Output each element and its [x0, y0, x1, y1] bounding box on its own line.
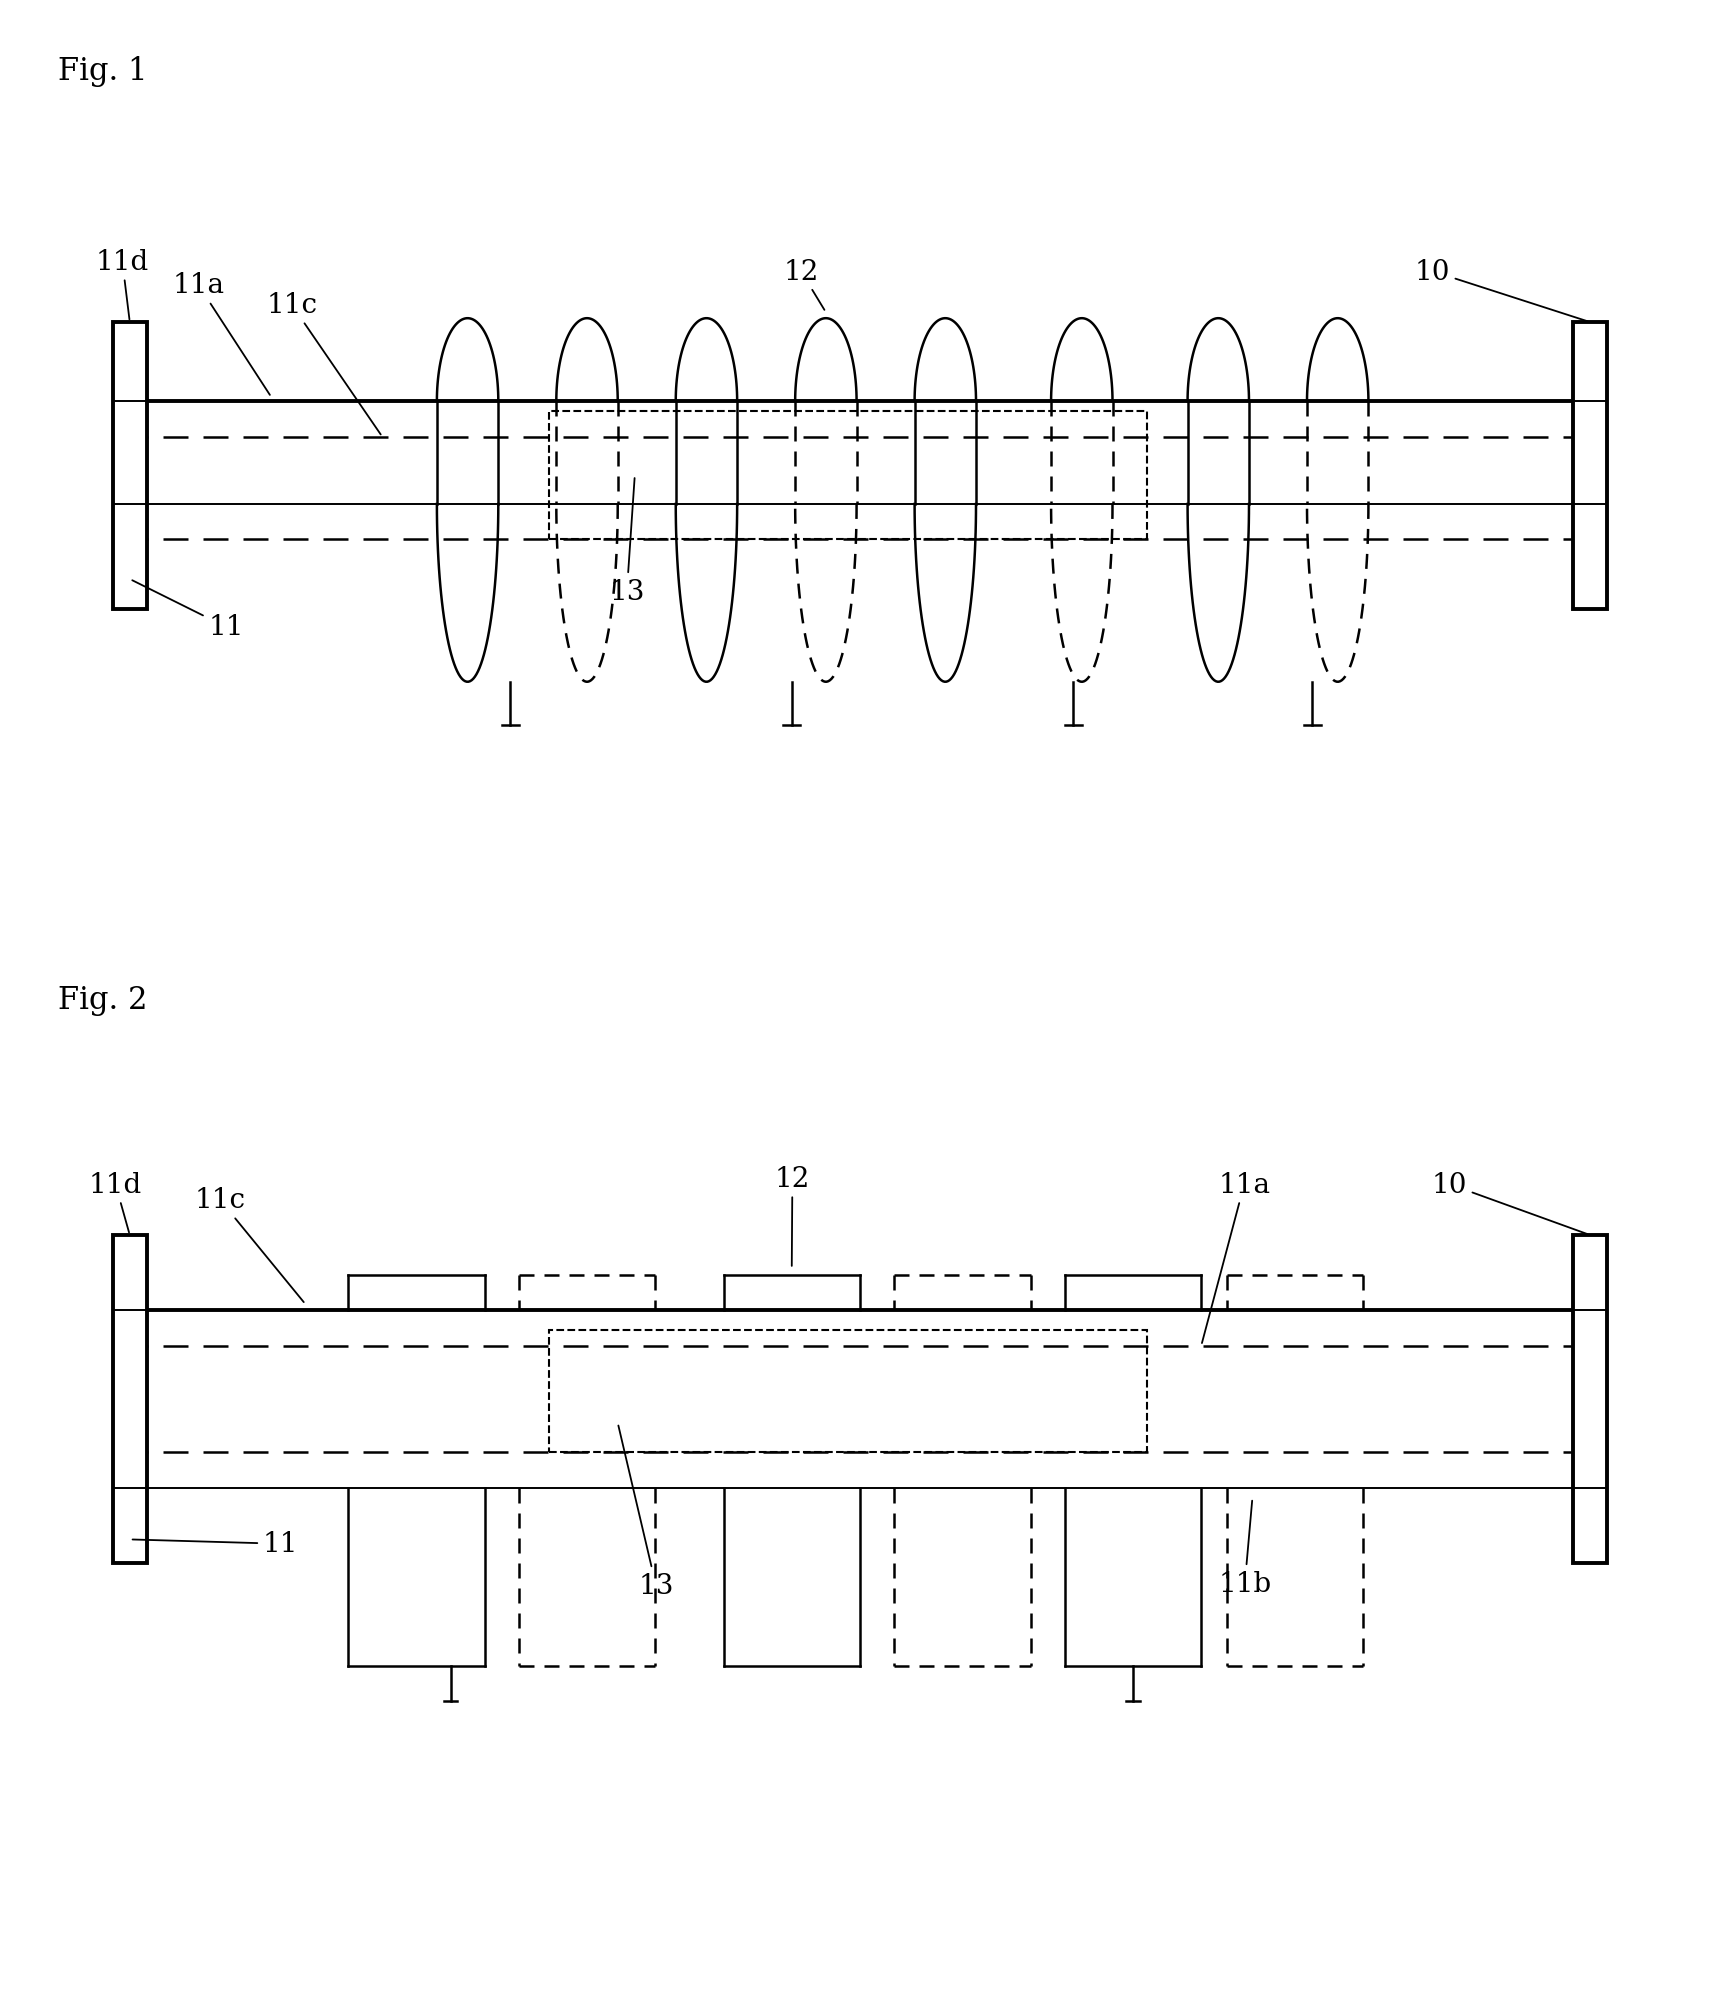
Bar	[1574, 322, 1606, 609]
Text: 11c: 11c	[194, 1187, 304, 1303]
Bar	[549, 412, 1147, 541]
Text: 12: 12	[783, 259, 824, 310]
Text: 11a: 11a	[1202, 1172, 1271, 1343]
Bar	[549, 1331, 1147, 1452]
Bar	[114, 1235, 146, 1563]
Text: 11: 11	[132, 1530, 298, 1557]
Text: Fig. 1: Fig. 1	[58, 56, 148, 88]
Text: 11c: 11c	[267, 292, 380, 436]
Text: Fig. 2: Fig. 2	[58, 985, 148, 1016]
Text: 12: 12	[774, 1166, 810, 1267]
Text: 11b: 11b	[1218, 1502, 1271, 1597]
Text: 13: 13	[609, 479, 645, 605]
Text: 13: 13	[619, 1426, 674, 1599]
Bar	[114, 322, 146, 609]
Text: 11d: 11d	[96, 249, 150, 320]
Text: 11d: 11d	[89, 1172, 143, 1233]
Bar	[1574, 1235, 1606, 1563]
Text: 10: 10	[1414, 259, 1588, 322]
Text: 11a: 11a	[172, 272, 270, 396]
Text: 10: 10	[1431, 1172, 1588, 1235]
Text: 11: 11	[132, 581, 244, 640]
